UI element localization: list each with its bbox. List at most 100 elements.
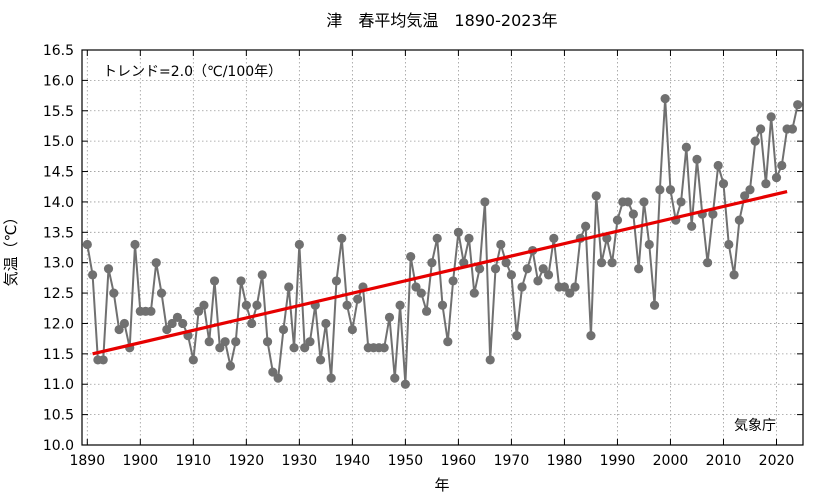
data-point (740, 191, 750, 201)
data-point (475, 264, 485, 274)
data-point (390, 373, 400, 383)
data-point (109, 288, 119, 298)
data-point (639, 197, 649, 207)
data-point (687, 221, 697, 231)
data-point (665, 185, 676, 195)
data-point (172, 312, 183, 322)
x-tick-label: 1990 (600, 453, 636, 469)
trend-annotation: トレンド=2.0（℃/100年） (103, 64, 282, 80)
data-point (194, 306, 204, 316)
data-point (347, 324, 357, 335)
data-point (257, 270, 267, 280)
data-point (178, 318, 188, 329)
data-point (581, 221, 591, 231)
data-point (702, 258, 713, 268)
plot-frame (81, 49, 804, 446)
data-point (151, 258, 161, 268)
data-point (681, 142, 691, 152)
data-point (379, 343, 389, 353)
series-points-group (82, 94, 803, 389)
data-point (321, 318, 331, 329)
data-point (549, 233, 559, 243)
data-point (755, 124, 766, 134)
data-point (384, 312, 395, 322)
data-point (724, 239, 734, 250)
data-point (634, 264, 644, 274)
data-point (427, 258, 437, 268)
data-point (326, 373, 336, 383)
y-tick-label: 15.5 (43, 104, 74, 120)
data-point (660, 94, 670, 104)
data-point (400, 379, 410, 389)
data-point (649, 300, 660, 310)
data-point (119, 318, 130, 329)
data-point (103, 264, 114, 274)
data-point (315, 355, 326, 365)
data-point (448, 276, 458, 286)
y-tick-label: 10.0 (43, 438, 74, 454)
data-point (543, 270, 554, 280)
x-tick-label: 1960 (441, 453, 477, 469)
data-point (241, 300, 251, 310)
data-point (278, 324, 289, 335)
y-tick-label: 15.0 (43, 134, 74, 150)
data-point (289, 343, 299, 353)
data-point (750, 136, 760, 146)
y-tick-label: 11.0 (43, 377, 74, 393)
data-point (225, 361, 236, 371)
x-tick-label: 1900 (122, 453, 158, 469)
x-tick-label: 1980 (547, 453, 583, 469)
data-point (209, 276, 220, 286)
x-tick-label: 2010 (706, 453, 742, 469)
data-point (353, 294, 363, 304)
data-point (422, 306, 432, 316)
data-point (114, 324, 124, 335)
data-point (252, 300, 262, 310)
data-point (559, 282, 570, 292)
data-point (718, 179, 729, 189)
data-point (204, 337, 214, 347)
data-point (300, 343, 310, 353)
x-tick-label: 1890 (69, 453, 105, 469)
data-point (586, 331, 596, 341)
data-point (490, 264, 501, 274)
grid-lines (82, 50, 803, 445)
data-point (130, 239, 140, 250)
x-tick-label: 1920 (229, 453, 265, 469)
data-point (294, 239, 304, 250)
data-point (734, 215, 744, 225)
y-tick-label: 11.5 (43, 347, 74, 363)
data-point (416, 288, 426, 298)
y-tick-label: 10.5 (43, 408, 74, 424)
data-point (708, 209, 718, 219)
data-point (146, 306, 156, 316)
y-tick-label: 14.0 (43, 195, 74, 211)
x-tick-label: 1930 (282, 453, 318, 469)
data-point (395, 300, 405, 310)
data-point (469, 288, 479, 298)
data-point (231, 337, 241, 347)
y-tick-label: 12.0 (43, 316, 74, 332)
x-tick-label: 1970 (494, 453, 530, 469)
data-point (570, 282, 580, 292)
data-point (602, 233, 612, 243)
data-point (676, 197, 686, 207)
x-tick-label: 1950 (388, 453, 424, 469)
data-point (247, 318, 257, 329)
data-point (506, 270, 517, 280)
data-point (480, 197, 490, 207)
data-point (82, 239, 92, 250)
data-point (284, 282, 294, 292)
data-point (156, 288, 167, 298)
data-point (777, 160, 787, 171)
x-axis-label: 年 (434, 476, 449, 494)
data-point (188, 355, 198, 365)
data-point (538, 264, 548, 274)
data-point (342, 300, 352, 310)
data-point (485, 355, 495, 365)
data-point (522, 264, 532, 274)
y-axis-label: 気温（℃） (2, 210, 20, 287)
data-point (565, 288, 575, 298)
x-tick-label: 2020 (759, 453, 795, 469)
data-point (305, 337, 315, 347)
